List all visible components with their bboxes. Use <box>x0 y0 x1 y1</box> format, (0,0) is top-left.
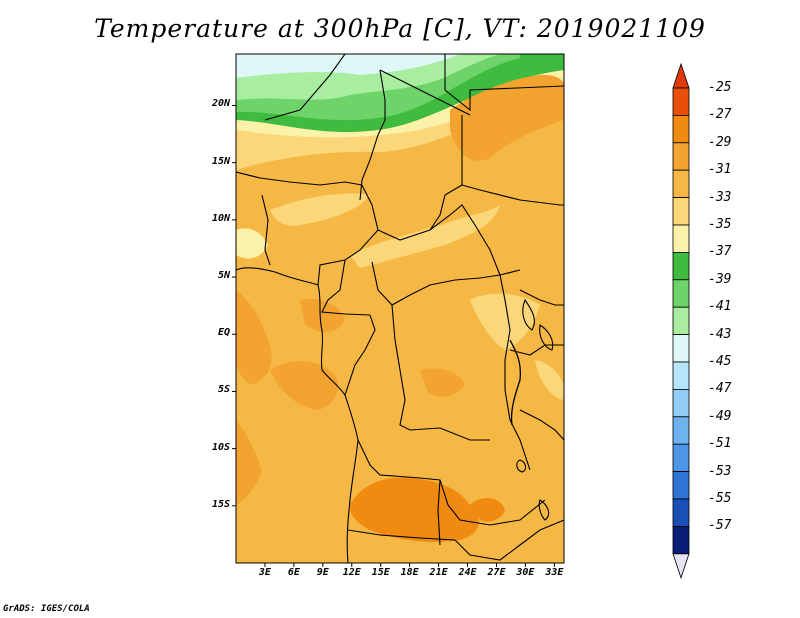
colorbar-label: -43 <box>708 326 732 342</box>
lon-tick-label: 27E <box>487 567 506 578</box>
country-borders <box>236 54 564 563</box>
colorbar-swatch <box>672 388 690 418</box>
lon-tick-label: 6E <box>287 567 300 578</box>
colorbar-swatch <box>672 279 690 308</box>
tick-marks <box>232 104 555 567</box>
lat-tick-label: 5S <box>217 384 230 396</box>
colorbar-label: -35 <box>708 217 732 232</box>
lat-tick-label: 15N <box>211 155 230 167</box>
colorbar-label: -37 <box>708 244 732 260</box>
colorbar-label: -53 <box>708 463 732 479</box>
colorbar-swatch <box>672 526 690 555</box>
lon-tick-label: 21E <box>429 567 448 578</box>
lon-tick-label: 24E <box>458 567 477 578</box>
colorbar-swatch <box>672 224 690 253</box>
colorbar <box>672 62 690 580</box>
colorbar-label: -31 <box>708 162 732 178</box>
lon-tick-label: 18E <box>400 567 419 578</box>
temperature-field <box>236 54 564 563</box>
lon-tick-label: 12E <box>342 567 361 578</box>
colorbar-swatch <box>672 169 690 198</box>
colorbar-swatch <box>672 142 690 171</box>
lon-tick-label: 9E <box>316 567 329 578</box>
map-frame <box>235 53 565 564</box>
lat-tick-label: 15S <box>211 498 230 510</box>
colorbar-label: -57 <box>708 518 732 534</box>
colorbar-swatch <box>672 306 690 336</box>
colorbar-top-triangle <box>672 62 690 89</box>
lat-tick-label: 10N <box>211 212 230 224</box>
colorbar-swatch <box>672 361 690 390</box>
map-title: Temperature at 300hPa [C], VT: 201902110… <box>94 14 706 43</box>
lon-tick-label: 3E <box>258 567 271 578</box>
grads-credit: GrADS: IGES/COLA <box>3 604 90 614</box>
colorbar-bottom-triangle <box>672 553 690 580</box>
lon-tick-label: 15E <box>371 567 390 578</box>
colorbar-swatch <box>672 197 690 226</box>
lat-tick-label: 5N <box>217 270 230 282</box>
colorbar-label: -55 <box>708 491 732 506</box>
colorbar-label: -45 <box>708 354 732 369</box>
colorbar-swatch <box>672 115 690 144</box>
colorbar-swatch <box>672 498 690 527</box>
colorbar-label: -39 <box>708 271 732 287</box>
colorbar-swatch <box>672 251 690 281</box>
colorbar-swatch <box>672 87 690 116</box>
colorbar-label: -29 <box>708 134 732 150</box>
colorbar-swatch <box>672 334 690 363</box>
colorbar-swatch <box>672 443 690 473</box>
colorbar-label: -27 <box>708 107 732 123</box>
lat-tick-label: 10S <box>211 441 230 453</box>
colorbar-label: -25 <box>708 80 732 95</box>
colorbar-label: -41 <box>708 299 732 315</box>
colorbar-label: -47 <box>708 381 732 397</box>
lat-tick-label: 20N <box>211 98 230 110</box>
lat-tick-label: EQ <box>217 327 230 339</box>
lon-tick-label: 33E <box>545 567 564 578</box>
lon-tick-label: 30E <box>516 567 535 578</box>
colorbar-swatch <box>672 416 690 445</box>
colorbar-label: -33 <box>708 189 732 205</box>
colorbar-label: -49 <box>708 408 732 424</box>
colorbar-label: -51 <box>708 436 732 452</box>
colorbar-swatch <box>672 471 690 500</box>
